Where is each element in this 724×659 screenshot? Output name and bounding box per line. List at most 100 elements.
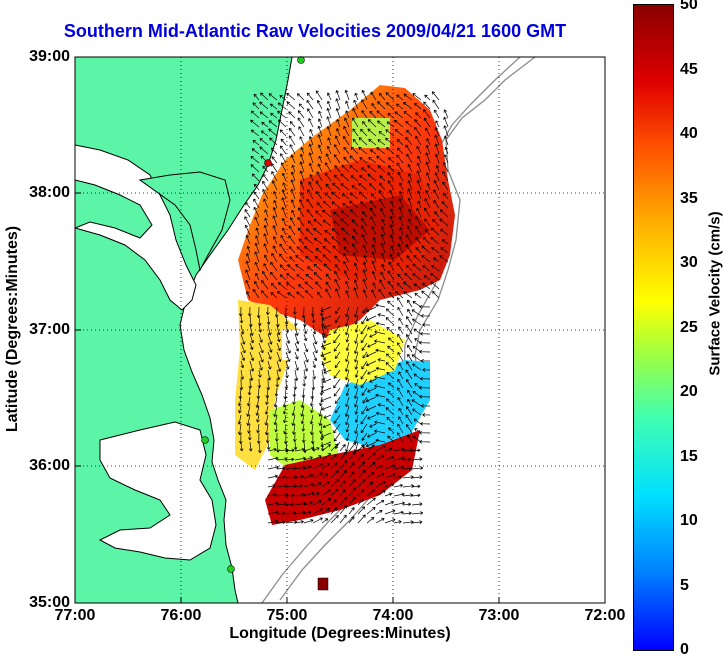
velocity-arrow: [397, 147, 404, 155]
velocity-arrow: [421, 290, 431, 299]
velocity-arrow: [345, 290, 350, 299]
velocity-arrow: [259, 146, 269, 155]
velocity-arrow: [285, 502, 295, 507]
velocity-arrow: [385, 92, 395, 101]
velocity-arrow: [308, 162, 314, 173]
y-tick-label: 38:00: [29, 184, 70, 201]
velocity-arrow: [264, 405, 269, 415]
velocity-arrow: [361, 360, 368, 370]
velocity-arrow: [339, 451, 347, 461]
velocity-arrow: [303, 519, 314, 524]
velocity-arrow: [348, 442, 357, 452]
velocity-arrow: [434, 153, 440, 164]
velocity-arrow: [317, 291, 323, 299]
velocity-arrow: [360, 324, 368, 335]
velocity-arrow: [396, 252, 404, 263]
velocity-arrow: [411, 520, 423, 524]
velocity-arrow: [425, 152, 431, 164]
velocity-arrow: [432, 99, 440, 110]
velocity-arrow: [281, 227, 287, 236]
velocity-arrow: [416, 207, 422, 218]
velocity-arrow: [415, 216, 422, 227]
velocity-arrow: [334, 306, 341, 314]
velocity-arrow: [246, 405, 251, 417]
velocity-arrow: [303, 465, 312, 470]
velocity-arrow: [375, 517, 385, 524]
velocity-arrow: [423, 101, 431, 110]
velocity-arrow: [273, 200, 278, 209]
velocity-arrow: [398, 362, 404, 371]
velocity-arrow: [411, 448, 421, 453]
velocity-arrow: [378, 92, 386, 101]
velocity-arrow: [343, 246, 350, 254]
velocity-arrow: [386, 121, 395, 128]
velocity-arrow: [418, 430, 431, 435]
velocity-arrow: [291, 423, 296, 435]
velocity-arrow: [397, 297, 404, 308]
velocity-arrow: [309, 396, 314, 407]
velocity-arrow: [423, 275, 431, 281]
velocity-arrow: [387, 270, 395, 281]
velocity-arrow: [294, 447, 305, 452]
velocity-arrow: [419, 439, 431, 444]
velocity-arrow: [352, 243, 359, 254]
velocity-arrow: [397, 396, 404, 407]
velocity-arrow: [407, 197, 413, 209]
velocity-arrow: [282, 405, 287, 415]
velocity-arrow: [255, 405, 260, 416]
velocity-arrow: [357, 478, 366, 488]
velocity-arrow: [377, 139, 386, 146]
velocity-arrow: [348, 507, 355, 515]
velocity-arrow: [307, 189, 314, 200]
velocity-arrow: [360, 225, 368, 236]
velocity-arrow: [333, 432, 341, 442]
velocity-arrow: [354, 378, 359, 389]
velocity-arrow: [354, 272, 359, 281]
velocity-arrow: [317, 125, 323, 137]
velocity-arrow: [267, 501, 279, 506]
velocity-arrow: [412, 263, 422, 272]
velocity-arrow: [267, 492, 277, 497]
velocity-arrow: [327, 137, 332, 146]
velocity-arrow: [379, 279, 386, 290]
velocity-arrow: [271, 180, 278, 191]
velocity-arrow: [296, 93, 305, 101]
velocity-arrow: [406, 361, 413, 371]
velocity-arrow: [424, 198, 431, 209]
velocity-arrow: [246, 245, 251, 254]
velocity-arrow: [348, 471, 355, 479]
velocity-arrow: [352, 235, 359, 245]
velocity-arrow: [405, 424, 413, 434]
velocity-arrow: [367, 342, 377, 348]
velocity-arrow: [402, 466, 412, 471]
velocity-arrow: [258, 333, 263, 343]
velocity-arrow: [312, 455, 322, 461]
velocity-arrow: [362, 121, 368, 128]
velocity-arrow: [377, 403, 386, 407]
velocity-arrow: [334, 135, 341, 146]
velocity-arrow: [308, 143, 314, 155]
velocity-arrow: [361, 217, 368, 227]
velocity-arrow: [393, 465, 404, 470]
velocity-arrow: [303, 474, 314, 479]
velocity-arrow: [406, 255, 413, 263]
velocity-arrow: [267, 484, 276, 488]
velocity-arrow: [315, 90, 323, 101]
velocity-arrow: [339, 460, 348, 470]
velocity-arrow: [375, 303, 386, 308]
velocity-arrow: [320, 387, 332, 393]
velocity-arrow: [270, 261, 278, 272]
velocity-arrow: [354, 351, 359, 363]
velocity-arrow: [330, 507, 338, 515]
velocity-arrow: [321, 489, 331, 497]
velocity-arrow: [294, 456, 307, 461]
velocity-arrow: [419, 394, 431, 399]
velocity-arrow: [398, 317, 404, 326]
velocity-arrow: [325, 288, 332, 299]
velocity-arrow: [439, 255, 449, 263]
velocity-arrow: [385, 398, 395, 407]
velocity-arrow: [344, 360, 350, 372]
velocity-arrow: [240, 342, 246, 354]
velocity-arrow: [354, 360, 359, 370]
velocity-arrow: [389, 253, 395, 263]
